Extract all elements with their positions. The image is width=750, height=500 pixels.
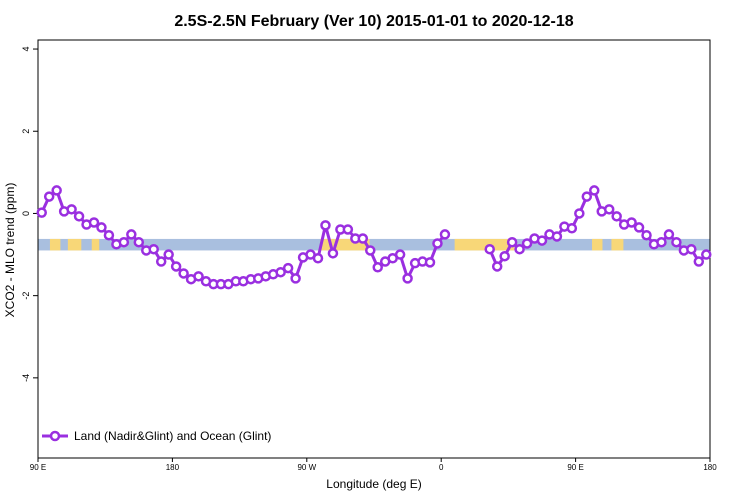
data-point (43, 191, 55, 202)
x-tick-label: 90 E (30, 463, 46, 472)
data-point (581, 191, 593, 202)
data-point (402, 273, 413, 284)
data-point (88, 217, 100, 228)
land-region (592, 238, 603, 251)
data-point (275, 266, 286, 278)
data-point (290, 273, 301, 284)
land-region (67, 238, 82, 251)
data-point (126, 229, 137, 240)
chart-title: 2.5S-2.5N February (Ver 10) 2015-01-01 t… (174, 13, 573, 30)
data-point (566, 222, 578, 234)
legend-marker (49, 430, 61, 442)
data-point (574, 208, 585, 219)
data-point (484, 243, 495, 255)
data-point (372, 262, 383, 273)
data-point (671, 236, 682, 248)
data-point (133, 236, 145, 248)
data-point (365, 245, 376, 256)
data-point (603, 204, 615, 215)
y-axis-label: XCO2 - MLO trend (ppm) (3, 183, 17, 318)
data-point (693, 256, 705, 267)
data-point (514, 243, 525, 255)
data-point (327, 248, 339, 259)
data-point (51, 185, 62, 196)
data-point (551, 231, 563, 242)
data-point (282, 262, 294, 274)
land-region (49, 238, 61, 251)
data-point (424, 257, 436, 268)
data-point (432, 238, 443, 249)
data-point (66, 204, 77, 215)
data-point (506, 236, 518, 248)
data-point (36, 207, 47, 218)
data-point (536, 235, 548, 246)
x-tick-label: 180 (166, 463, 180, 472)
data-point (633, 222, 645, 233)
data-point (73, 211, 85, 222)
data-point (394, 249, 406, 260)
data-point (663, 229, 675, 240)
y-tick-label: 4 (21, 47, 31, 52)
land-region (454, 238, 515, 251)
land-region (611, 238, 624, 251)
land-region (91, 238, 100, 251)
data-point (178, 268, 189, 279)
x-tick-label: 90 E (567, 463, 583, 472)
y-tick-label: -4 (21, 374, 31, 382)
data-point (626, 217, 637, 228)
data-point (155, 256, 167, 267)
data-point (491, 261, 503, 272)
plot-frame (37, 39, 711, 459)
data-point (170, 261, 182, 272)
x-tick-label: 90 W (297, 463, 316, 472)
data-point (701, 249, 712, 260)
data-point (103, 229, 115, 241)
data-point (312, 252, 324, 264)
land-region (320, 238, 370, 251)
data-point (193, 271, 204, 282)
legend-label: Land (Nadir&Glint) and Ocean (Glint) (74, 429, 271, 443)
reference-band (38, 238, 710, 251)
x-tick-label: 180 (703, 463, 717, 472)
data-point (611, 211, 622, 222)
y-tick-label: -2 (21, 292, 31, 300)
data-point (656, 236, 667, 248)
data-point (96, 222, 107, 233)
data-point (342, 224, 354, 235)
data-point (320, 220, 331, 231)
data-point (686, 243, 697, 255)
data-point (589, 185, 600, 196)
data-point (148, 243, 159, 255)
data-point (521, 238, 533, 249)
data-point (641, 229, 652, 241)
x-axis-label: Longitude (deg E) (326, 477, 421, 491)
data-point (439, 229, 451, 240)
x-tick-label: 0 (439, 463, 444, 472)
y-tick-label: 2 (21, 129, 31, 134)
data-point (163, 249, 174, 260)
data-point (357, 233, 369, 244)
data-point (499, 250, 510, 262)
data-point (118, 236, 130, 248)
y-tick-label: 0 (21, 211, 31, 216)
